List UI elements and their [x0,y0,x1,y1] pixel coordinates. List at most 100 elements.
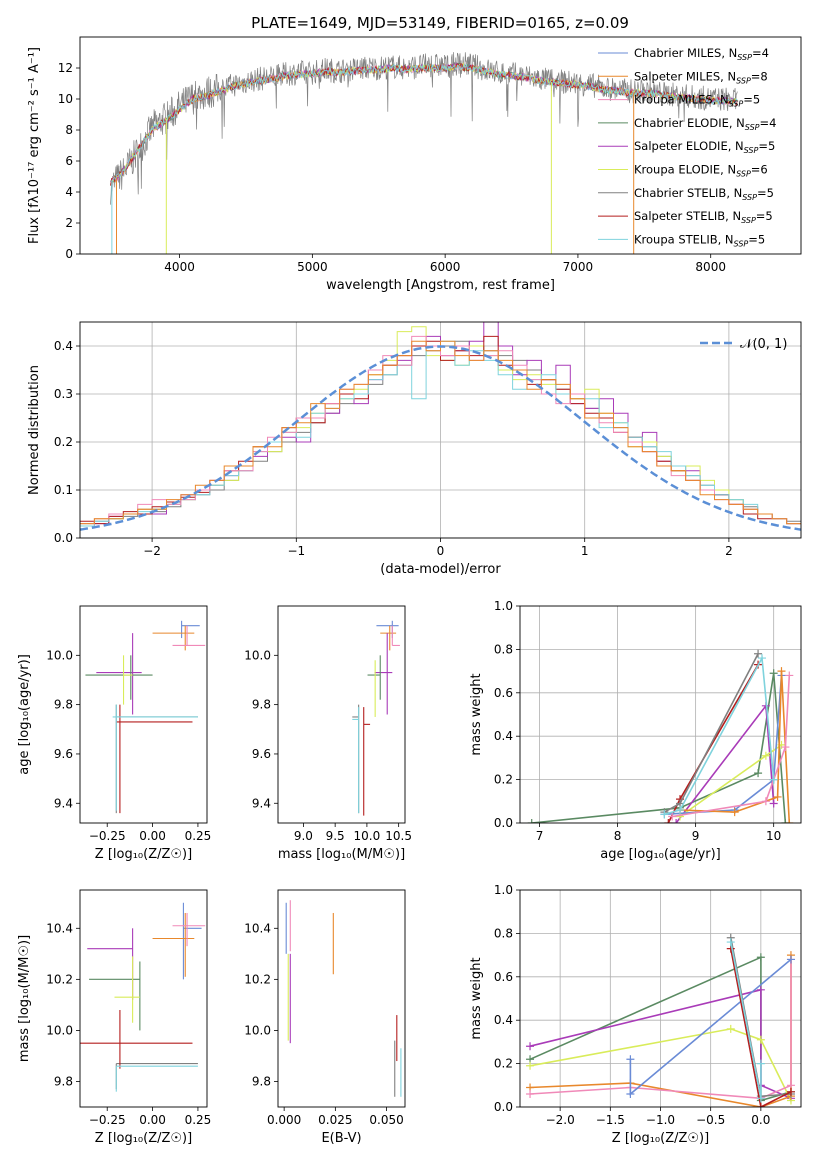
y-tick-label: 10.0 [46,648,73,662]
y-axis-label: age [log₁₀(age/yr)] [17,654,32,775]
legend-subscript: SSP [742,193,757,202]
weight-marker [668,812,677,821]
weight-marker [526,1089,535,1098]
x-tick-label: 9.0 [294,829,313,843]
legend-label: Chabrier STELIB, NSSP=5 [634,186,774,202]
x-tick-label: 6000 [430,260,461,274]
weight-line-chabrier_miles [664,675,783,816]
weight-marker [761,797,770,806]
axes-frame [79,605,208,824]
legend-subscript: SSP [741,216,756,225]
y-tick-label: 0.2 [494,1057,513,1071]
weight-marker [786,1087,795,1096]
y-tick-label: 0.0 [494,1100,513,1114]
legend-subscript: SSP [745,123,760,132]
legend-count: =6 [751,163,768,177]
x-tick-label: 5000 [297,260,328,274]
weight-marker [754,649,763,658]
weight-marker [526,1042,535,1051]
y-tick-label: 1.0 [494,883,513,897]
plot-area [520,606,801,823]
weight-marker [726,1024,735,1033]
legend-label: Kroupa ELODIE, NSSP=6 [634,163,768,179]
weight-marker [676,805,685,814]
x-tick-label: 8000 [695,260,726,274]
series-model-kroupa_stelib [110,63,738,182]
weight-marker [785,671,794,680]
x-tick-label: 10.0 [354,829,381,843]
x-tick-label: 0.00 [139,829,166,843]
weight-line-kroupa_stelib [664,655,775,816]
y-tick-label: 10.4 [244,921,271,935]
y-tick-label: 9.6 [54,747,73,761]
y-axis-label: mass [log₁₀(M/M☉)] [17,935,32,1062]
legend-label: Salpeter MILES, NSSP=8 [634,69,768,85]
series-observed-spectrum [110,52,738,205]
y-tick-label: 0.0 [54,531,73,545]
y-tick-label: 0.4 [494,729,513,743]
weight-marker [777,667,786,676]
legend-subscript: SSP [736,76,751,85]
legend-label: Kroupa STELIB, NSSP=5 [634,232,765,248]
weight-marker [756,1059,765,1068]
x-tick-label: 7000 [563,260,594,274]
axes-frame [519,889,802,1108]
x-axis-label: (data-model)/error [380,562,501,577]
panel-residuals: −2 −1 0 1 2 0.0 0.1 0.2 0.3 0.4 (data-model)/error… [27,321,802,577]
legend-count: =4 [752,46,769,60]
panel-mass_vs_ebv: 0.000 0.025 0.050 9.8 10.0 10.2 10.4 E(B-V) [244,889,406,1146]
legend: Chabrier MILES, NSSP=4 Salpeter MILES, NS… [598,46,776,248]
y-tick-label: 0.3 [54,387,73,401]
plot-area [80,902,206,1092]
weight-marker [726,938,735,947]
legend-label: 𝒩(0, 1) [740,337,787,352]
weight-marker [527,819,536,823]
plot-area [520,890,801,1107]
weight-marker [781,743,790,752]
y-axis-label: mass weight [469,673,484,755]
y-tick-label: 10 [58,92,73,106]
y-tick-label: 9.8 [54,1074,73,1088]
weight-marker [761,751,770,760]
x-axis-label: Z [log₁₀(Z/Z☉)] [612,1131,709,1146]
legend-count: =4 [760,116,777,130]
x-axis-label: Z [log₁₀(Z/Z☉)] [95,1131,192,1146]
x-tick-label: 10 [766,829,781,843]
x-tick-label: −0.5 [696,1113,725,1127]
x-tick-label: 2 [725,544,733,558]
y-tick-label: 0.6 [494,686,513,700]
weight-marker [756,1094,765,1103]
x-tick-label: 9 [692,829,700,843]
legend-subscript: SSP [729,100,744,109]
x-tick-label: 1 [581,544,589,558]
y-tick-label: 0.8 [494,926,513,940]
weight-marker [754,769,763,778]
legend-subscript: SSP [737,53,752,62]
weight-marker [730,808,739,817]
x-tick-label: −2.0 [546,1113,575,1127]
weight-marker [757,654,766,663]
y-tick-label: 9.4 [252,796,271,810]
y-axis-label: mass weight [469,957,484,1039]
y-tick-label: 9.8 [252,1074,271,1088]
weight-line-salpeter_stelib [730,948,792,1107]
weight-marker [785,819,794,823]
x-tick-label: 0.000 [267,1113,301,1127]
weight-marker [660,810,669,819]
x-tick-label: 10.5 [385,829,412,843]
x-tick-label: −0.25 [89,1113,126,1127]
x-tick-label: −1.0 [646,1113,675,1127]
legend-count: =5 [748,232,765,246]
panel-age_vs_mass: 9.0 9.5 10.0 10.5 9.4 9.6 9.8 10.0 mass [log₁₀(M… [244,605,412,862]
weight-marker [756,1035,765,1044]
figure-title: PLATE=1649, MJD=53149, FIBERID=0165, z=0… [251,14,629,32]
x-axis-label: E(B-V) [321,1131,361,1146]
legend-label: Chabrier MILES, NSSP=4 [634,46,769,62]
weight-marker [756,985,765,994]
weight-marker [626,1055,635,1064]
legend-count: =8 [751,69,768,83]
legend-label: Chabrier ELODIE, NSSP=4 [634,116,776,132]
panel-weight_vs_Z: −2.0 −1.5 −1.0 −0.5 0.0 0.0 0.2 0.4 0.6 0.8 1.0 Z [… [469,883,802,1146]
legend-subscript: SSP [744,146,759,155]
x-tick-label: 0.00 [139,1113,166,1127]
